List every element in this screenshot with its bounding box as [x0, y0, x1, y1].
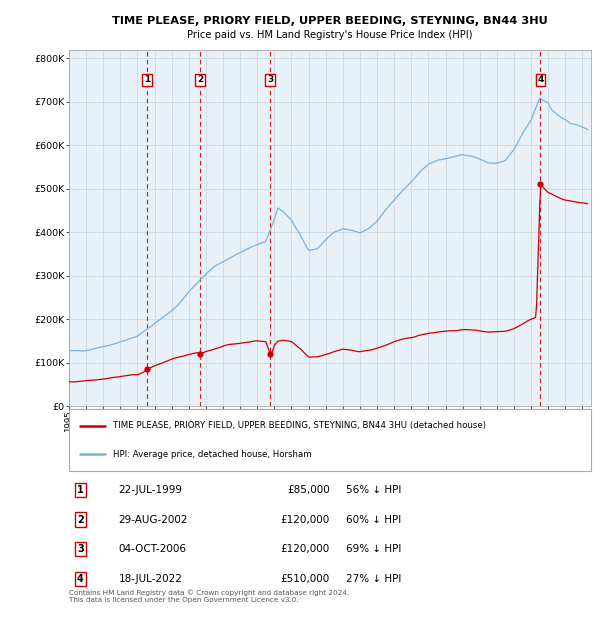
- Text: Contains HM Land Registry data © Crown copyright and database right 2024.
This d: Contains HM Land Registry data © Crown c…: [69, 589, 349, 603]
- Text: 56% ↓ HPI: 56% ↓ HPI: [346, 485, 401, 495]
- Text: £120,000: £120,000: [281, 515, 330, 525]
- Text: £85,000: £85,000: [287, 485, 330, 495]
- Text: 69% ↓ HPI: 69% ↓ HPI: [346, 544, 401, 554]
- Text: £120,000: £120,000: [281, 544, 330, 554]
- Text: 04-OCT-2006: 04-OCT-2006: [119, 544, 187, 554]
- Text: 3: 3: [267, 76, 274, 84]
- Text: 29-AUG-2002: 29-AUG-2002: [119, 515, 188, 525]
- Text: 1: 1: [77, 485, 84, 495]
- FancyBboxPatch shape: [69, 409, 591, 471]
- Text: HPI: Average price, detached house, Horsham: HPI: Average price, detached house, Hors…: [113, 450, 312, 459]
- Text: 27% ↓ HPI: 27% ↓ HPI: [346, 574, 401, 584]
- Text: TIME PLEASE, PRIORY FIELD, UPPER BEEDING, STEYNING, BN44 3HU: TIME PLEASE, PRIORY FIELD, UPPER BEEDING…: [112, 16, 548, 25]
- Text: 2: 2: [197, 76, 203, 84]
- Text: 4: 4: [77, 574, 84, 584]
- Text: Price paid vs. HM Land Registry's House Price Index (HPI): Price paid vs. HM Land Registry's House …: [187, 30, 473, 40]
- Text: 2: 2: [77, 515, 84, 525]
- Text: 4: 4: [537, 76, 544, 84]
- Text: 22-JUL-1999: 22-JUL-1999: [119, 485, 182, 495]
- Text: TIME PLEASE, PRIORY FIELD, UPPER BEEDING, STEYNING, BN44 3HU (detached house): TIME PLEASE, PRIORY FIELD, UPPER BEEDING…: [113, 422, 487, 430]
- Text: £510,000: £510,000: [281, 574, 330, 584]
- Text: 18-JUL-2022: 18-JUL-2022: [119, 574, 182, 584]
- Text: 3: 3: [77, 544, 84, 554]
- Text: 60% ↓ HPI: 60% ↓ HPI: [346, 515, 401, 525]
- Text: 1: 1: [144, 76, 150, 84]
